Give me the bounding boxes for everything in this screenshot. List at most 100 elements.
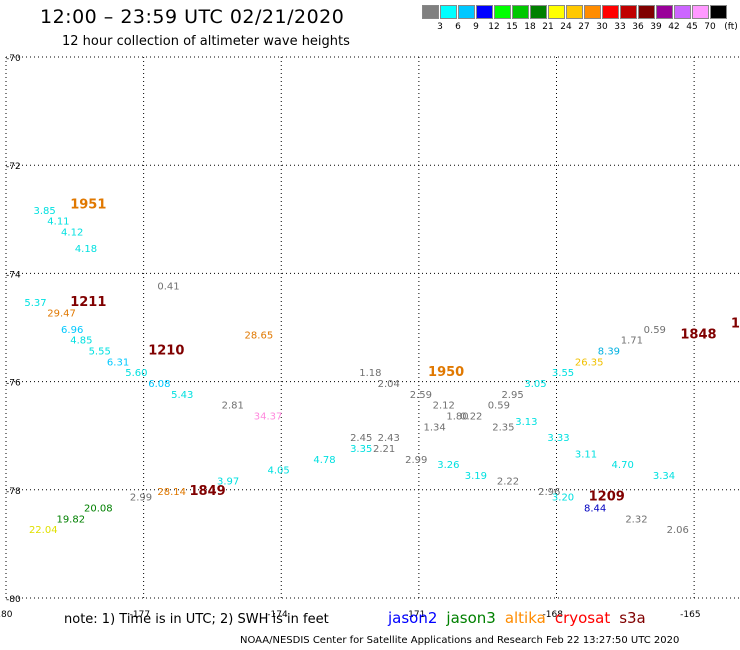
wave-height-label: 1.18	[359, 368, 381, 379]
wave-height-label: 2.96	[538, 487, 560, 498]
lat-tick-label: -72	[6, 162, 21, 172]
color-swatch	[602, 5, 619, 19]
page-title: 12:00 – 23:59 UTC 02/21/2020	[40, 6, 345, 28]
wave-height-label: 2.99	[130, 493, 152, 504]
wave-height-label: 4.70	[612, 460, 634, 471]
wave-height-label: 4.78	[313, 455, 335, 466]
wave-height-label: 29.47	[47, 309, 76, 320]
time-label: 1848	[680, 327, 716, 342]
wave-height-label: 22.04	[29, 525, 58, 536]
color-swatch	[584, 5, 601, 19]
wave-height-label: 26.35	[575, 357, 604, 368]
color-scale-label: 3	[437, 22, 443, 32]
color-scale-labels: 3 6 9 12 15 18 21 24 27 30 33 36 39 42 45 70 (ft)	[422, 22, 740, 34]
wave-height-label: 3.05	[524, 379, 546, 390]
color-swatch	[656, 5, 673, 19]
color-swatch	[458, 5, 475, 19]
wave-height-label: 6.31	[107, 357, 129, 368]
wave-height-label: 8.44	[584, 503, 606, 514]
color-scale-label: 24	[560, 22, 572, 32]
wave-height-label: 3.20	[552, 493, 574, 504]
wave-height-label: 3.26	[437, 460, 459, 471]
wave-height-label: 5.43	[171, 390, 193, 401]
wave-height-label: 4.11	[47, 217, 69, 228]
wave-height-label: 1.80	[446, 411, 468, 422]
color-scale-label: 42	[668, 22, 680, 32]
wave-height-label: 4.12	[61, 228, 83, 239]
wave-height-label: 0.59	[488, 401, 510, 412]
wave-height-label: 6.08	[148, 379, 170, 390]
wave-height-label: 5.37	[24, 298, 46, 309]
lon-tick-label: -171	[405, 610, 425, 620]
color-scale-legend	[422, 5, 728, 19]
satellite-legend-item: jason2	[388, 609, 438, 627]
lon-tick-label: -165	[680, 610, 700, 620]
wave-height-label: 8.39	[598, 347, 620, 358]
wave-height-label: 2.95	[501, 390, 523, 401]
wave-height-label: 2.32	[625, 514, 647, 525]
wave-height-label: 28.65	[245, 330, 274, 341]
wave-height-label: 3.85	[34, 206, 56, 217]
color-swatch	[530, 5, 547, 19]
color-scale-label: 30	[596, 22, 608, 32]
wave-height-label: 5.60	[125, 368, 147, 379]
color-scale-label: 15	[506, 22, 518, 32]
time-label: 1950	[428, 365, 464, 380]
wave-height-label: 2.22	[497, 476, 519, 487]
time-label: 1951	[70, 197, 106, 212]
wave-height-label: 2.04	[378, 379, 400, 390]
color-swatch	[566, 5, 583, 19]
wave-height-label: 2.43	[378, 433, 400, 444]
wave-height-label: 4.85	[70, 336, 92, 347]
lat-tick-label: -76	[6, 379, 21, 389]
color-swatch	[476, 5, 493, 19]
color-swatch	[440, 5, 457, 19]
wave-height-label: 3.35	[350, 444, 372, 455]
time-label: 1849	[190, 484, 226, 499]
color-scale-label: 27	[578, 22, 590, 32]
lat-tick-label: -70	[6, 54, 21, 64]
color-scale-label: 45	[686, 22, 698, 32]
wave-height-label: 4.18	[75, 244, 97, 255]
color-swatch	[674, 5, 691, 19]
color-swatch	[512, 5, 529, 19]
color-scale-label: 6	[455, 22, 461, 32]
color-swatch	[422, 5, 439, 19]
color-swatch	[494, 5, 511, 19]
color-scale-unit: (ft)	[724, 22, 738, 32]
lat-tick-label: -78	[6, 487, 21, 497]
footer-note: note: 1) Time is in UTC; 2) SWH is in fe…	[64, 612, 329, 627]
lon-tick-label: -174	[267, 610, 288, 620]
wave-height-label: 0.59	[644, 325, 666, 336]
time-label: 1211	[70, 295, 106, 310]
wave-height-label: 34.37	[254, 411, 283, 422]
lon-tick-label: -177	[130, 610, 150, 620]
wave-height-label: 2.21	[373, 444, 395, 455]
satellite-legend: jason2 jason3 altika cryosat s3a	[388, 609, 655, 627]
lon-tick-label: -168	[543, 610, 564, 620]
page-subtitle: 12 hour collection of altimeter wave hei…	[62, 34, 350, 49]
lat-tick-label: -74	[6, 270, 21, 280]
wave-height-label: 2.06	[667, 525, 689, 536]
color-scale-label: 12	[488, 22, 500, 32]
wave-height-label: 3.19	[465, 471, 487, 482]
wave-height-label: 3.55	[552, 368, 574, 379]
wave-height-label: 4.05	[267, 466, 289, 477]
wave-height-label: 20.08	[84, 503, 113, 514]
color-swatch	[692, 5, 709, 19]
credit-line: NOAA/NESDIS Center for Satellite Applica…	[240, 635, 680, 646]
color-scale-label: 70	[704, 22, 716, 32]
wave-height-label: 0.22	[460, 411, 482, 422]
time-label: 1209	[589, 490, 625, 505]
satellite-legend-item: cryosat	[554, 609, 611, 627]
color-scale-label: 39	[650, 22, 662, 32]
wave-height-label: 1.71	[621, 336, 643, 347]
time-label: 18	[731, 317, 740, 332]
wave-height-label: 6.96	[61, 325, 83, 336]
wave-height-label: 3.11	[575, 449, 597, 460]
wave-height-label: 3.33	[547, 433, 569, 444]
wave-height-label: 1.34	[423, 422, 445, 433]
wave-height-label: 0.41	[157, 282, 179, 293]
wave-height-label: 2.12	[433, 401, 455, 412]
color-scale-label: 21	[542, 22, 554, 32]
